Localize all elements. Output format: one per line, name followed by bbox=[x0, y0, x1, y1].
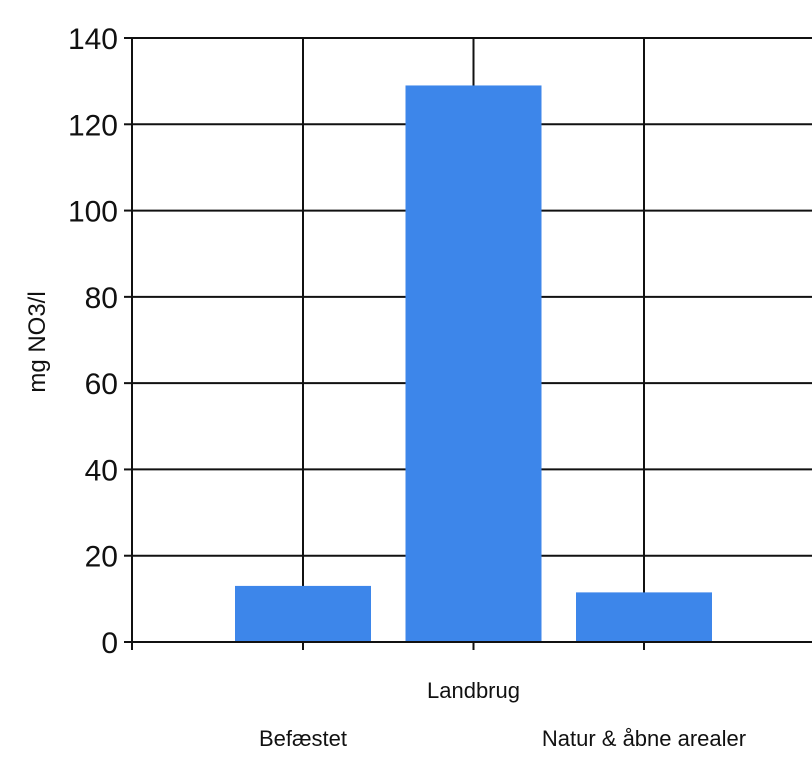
y-tick-label: 80 bbox=[85, 282, 118, 315]
labels: 0 20 40 60 80 100 120 140 Befæstet Landbrug Natur … bbox=[68, 23, 746, 751]
y-tick-label: 120 bbox=[68, 109, 118, 142]
x-category-label: Befæstet bbox=[259, 726, 347, 751]
bar-2 bbox=[576, 592, 712, 642]
y-tick-label: 40 bbox=[85, 454, 118, 487]
bars bbox=[235, 85, 712, 642]
y-axis-title: mg NO3/l bbox=[24, 291, 51, 392]
bar-1 bbox=[405, 85, 542, 642]
y-tick-label: 100 bbox=[68, 196, 118, 229]
y-tick-label: 60 bbox=[85, 368, 118, 401]
x-category-label: Landbrug bbox=[427, 678, 520, 703]
y-tick-label: 140 bbox=[68, 23, 118, 56]
y-tick-label: 0 bbox=[101, 627, 118, 660]
bar-0 bbox=[235, 585, 371, 642]
y-tick-label: 20 bbox=[85, 541, 118, 574]
x-category-label: Natur & åbne arealer bbox=[542, 726, 746, 751]
axes bbox=[124, 37, 812, 650]
